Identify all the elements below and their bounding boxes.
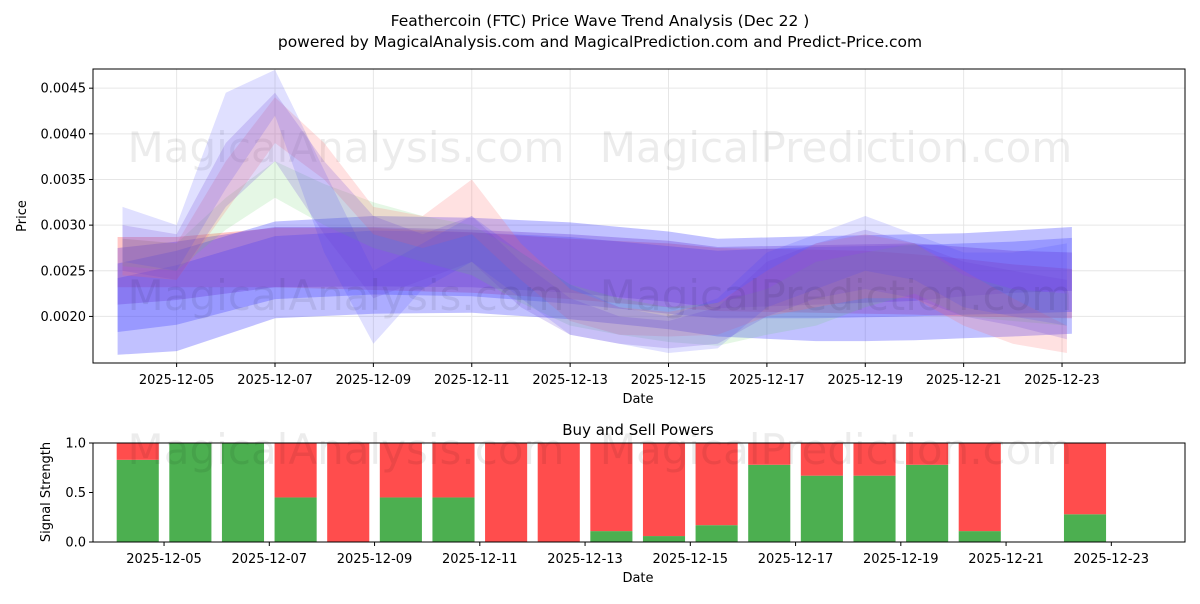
price-band-4 — [122, 161, 1067, 346]
sell-bar — [853, 443, 896, 476]
sell-bar — [432, 443, 475, 498]
price-y-tick-label: 0.0045 — [41, 82, 87, 97]
signal-x-tick-label: 2025-12-23 — [1074, 552, 1150, 567]
sell-bar — [537, 443, 580, 542]
signal-x-tick-label: 2025-12-17 — [758, 552, 834, 567]
sell-bar — [800, 443, 843, 476]
signal-x-tick-label: 2025-12-15 — [653, 552, 729, 567]
price-chart-panel: MagicalAnalysis.com MagicalPrediction.co… — [15, 68, 1186, 407]
signal-bars — [116, 443, 1107, 542]
sell-bar — [958, 443, 1001, 532]
buy-bar — [590, 531, 633, 542]
sell-bar — [906, 443, 949, 465]
signal-x-tick-label: 2025-12-13 — [547, 552, 623, 567]
price-band-7 — [122, 92, 1067, 349]
buy-bar — [642, 536, 686, 542]
price-y-tick-label: 0.0025 — [41, 264, 87, 279]
price-y-tick-label: 0.0020 — [41, 310, 87, 325]
price-x-tick-label: 2025-12-11 — [434, 373, 510, 388]
signal-y-ticks: 0.0 0.5 1.0 — [65, 437, 93, 551]
buy-bar — [379, 497, 422, 542]
sell-bar — [327, 443, 370, 542]
signal-x-tick-label: 2025-12-05 — [126, 552, 202, 567]
sell-bar — [642, 443, 686, 537]
price-x-tick-label: 2025-12-05 — [139, 373, 215, 388]
sell-bar — [274, 443, 317, 498]
signal-y-label: Signal Strength — [39, 442, 54, 542]
price-y-ticks: 0.0020 0.0025 0.0030 0.0035 0.0040 0.0045 — [41, 82, 93, 325]
signal-y-tick-label: 1.0 — [65, 437, 86, 452]
price-y-tick-label: 0.0040 — [41, 127, 87, 142]
price-band-6 — [122, 69, 1067, 354]
buy-bar — [274, 497, 317, 542]
price-x-tick-label: 2025-12-21 — [926, 373, 1002, 388]
signal-y-tick-label: 0.0 — [65, 536, 86, 551]
price-x-tick-label: 2025-12-09 — [336, 373, 412, 388]
price-x-tick-label: 2025-12-19 — [827, 373, 903, 388]
price-band-5 — [122, 97, 1067, 353]
price-x-tick-label: 2025-12-17 — [729, 373, 805, 388]
buy-bar — [906, 464, 949, 542]
chart-title: Feathercoin (FTC) Price Wave Trend Analy… — [391, 12, 810, 30]
price-y-tick-label: 0.0035 — [41, 173, 87, 188]
price-x-tick-label: 2025-12-23 — [1024, 373, 1100, 388]
price-y-label: Price — [15, 200, 30, 232]
signal-chart-title: Buy and Sell Powers — [562, 421, 714, 439]
sell-bar — [748, 443, 791, 465]
buy-bar — [958, 531, 1001, 542]
signal-y-tick-label: 0.5 — [65, 486, 86, 501]
signal-x-tick-label: 2025-12-21 — [968, 552, 1044, 567]
price-x-tick-label: 2025-12-15 — [631, 373, 707, 388]
sell-bar — [590, 443, 633, 532]
price-bands — [117, 69, 1072, 355]
watermark-prediction-bottom: MagicalPrediction.com — [600, 425, 1073, 474]
price-plot-frame — [92, 68, 1186, 364]
sell-bar — [379, 443, 422, 498]
watermark-prediction-mid: MagicalPrediction.com — [600, 271, 1073, 320]
price-band-0 — [117, 227, 1072, 319]
sell-bar — [1063, 443, 1107, 515]
price-x-label: Date — [622, 392, 653, 407]
price-x-ticks: 2025-12-05 2025-12-07 2025-12-09 2025-12-11… — [139, 363, 1100, 388]
buy-bar — [432, 497, 475, 542]
watermark-prediction-top: MagicalPrediction.com — [600, 123, 1073, 172]
sell-bar — [695, 443, 738, 526]
price-x-tick-label: 2025-12-13 — [532, 373, 608, 388]
buy-bar — [853, 475, 896, 542]
sell-bar — [485, 443, 528, 542]
price-band-1 — [117, 216, 1072, 355]
signal-x-ticks: 2025-12-05 2025-12-07 2025-12-09 2025-12-11… — [126, 542, 1149, 567]
buy-bar — [800, 475, 843, 542]
watermark-analysis-top: MagicalAnalysis.com — [128, 123, 565, 172]
watermark-analysis-mid: MagicalAnalysis.com — [128, 271, 565, 320]
signal-x-tick-label: 2025-12-07 — [232, 552, 308, 567]
signal-x-tick-label: 2025-12-19 — [863, 552, 939, 567]
price-y-tick-label: 0.0030 — [41, 219, 87, 234]
signal-x-tick-label: 2025-12-11 — [442, 552, 518, 567]
buy-bar — [221, 443, 265, 542]
price-band-2 — [117, 230, 1072, 332]
watermark-analysis-bottom: MagicalAnalysis.com — [128, 425, 565, 474]
buy-bar — [695, 525, 738, 542]
signal-x-label: Date — [622, 571, 653, 586]
sell-bar — [116, 443, 159, 460]
buy-bar — [169, 443, 212, 542]
signal-x-tick-label: 2025-12-09 — [337, 552, 413, 567]
chart-subtitle: powered by MagicalAnalysis.com and Magic… — [278, 33, 922, 51]
signal-chart-panel: Buy and Sell Powers MagicalAnalysis.com … — [39, 421, 1186, 586]
price-x-tick-label: 2025-12-07 — [237, 373, 313, 388]
buy-bar — [748, 464, 791, 542]
price-grid — [93, 69, 1185, 363]
price-band-3 — [117, 227, 1072, 309]
buy-bar — [1063, 514, 1107, 542]
buy-bar — [116, 459, 159, 542]
